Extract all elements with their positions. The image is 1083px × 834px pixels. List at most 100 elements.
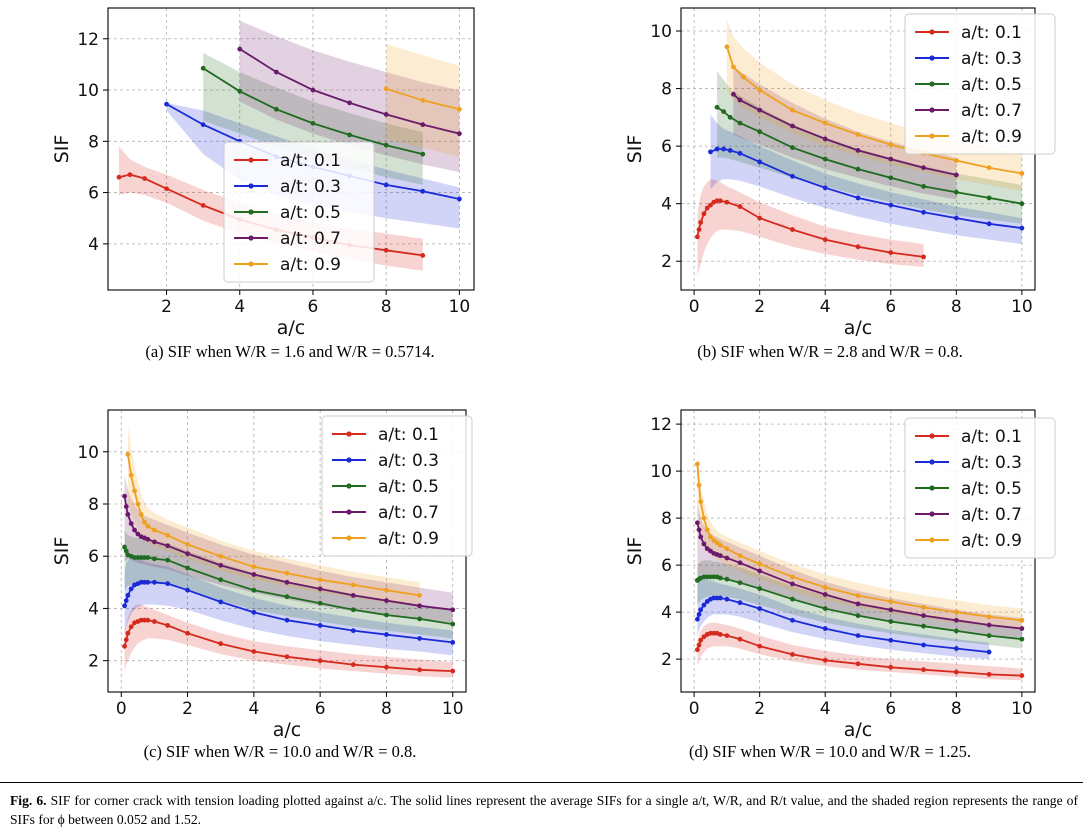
series-point bbox=[717, 575, 723, 581]
series-point bbox=[737, 580, 743, 586]
series-point bbox=[855, 166, 861, 172]
series-point bbox=[417, 636, 422, 641]
chart-panel-a: 2 4 6 8 10 4 6 8 10 12 a/c SIF a/t: 0.1 a/t: 0.3 a/t: … bbox=[0, 0, 540, 370]
series-point bbox=[347, 100, 352, 106]
series-point bbox=[757, 643, 763, 649]
series-point bbox=[273, 69, 279, 75]
x-tick-label: 10 bbox=[1011, 699, 1033, 719]
series-point bbox=[921, 184, 926, 189]
series-point bbox=[717, 542, 723, 548]
legend-marker bbox=[248, 209, 254, 215]
legend-marker bbox=[929, 55, 935, 61]
x-tick-label: 2 bbox=[161, 297, 172, 317]
legend-marker bbox=[248, 261, 254, 267]
series-point bbox=[200, 65, 206, 71]
series-band-2 bbox=[697, 578, 990, 660]
series-point bbox=[701, 602, 707, 608]
series-point bbox=[855, 613, 861, 619]
series-point bbox=[737, 600, 743, 606]
series-point bbox=[251, 609, 257, 615]
legend-label: a/t: 0.7 bbox=[378, 503, 439, 523]
legend-label: a/t: 0.9 bbox=[961, 127, 1022, 147]
series-point bbox=[757, 561, 763, 567]
series-point bbox=[145, 617, 151, 623]
series-point bbox=[855, 601, 861, 607]
x-axis-label: a/c bbox=[844, 317, 873, 339]
legend-label: a/t: 0.1 bbox=[961, 427, 1022, 447]
series-point bbox=[855, 633, 861, 638]
y-axis-label: SIF bbox=[624, 537, 646, 566]
series-point bbox=[142, 176, 148, 181]
series-point bbox=[145, 579, 151, 585]
chart-b-caption: (b) SIF when W/R = 2.8 and W/R = 0.8. bbox=[697, 342, 963, 361]
series-point bbox=[822, 585, 828, 590]
series-point bbox=[116, 174, 122, 180]
series-point bbox=[218, 553, 224, 559]
series-point bbox=[1019, 171, 1025, 176]
series-point bbox=[128, 472, 134, 478]
series-point bbox=[417, 592, 422, 598]
series-point bbox=[347, 132, 352, 138]
legend-label: a/t: 0.1 bbox=[378, 425, 439, 445]
y-tick-label: 2 bbox=[661, 252, 672, 272]
series-point bbox=[200, 203, 206, 208]
series-point bbox=[135, 555, 141, 560]
series-point bbox=[694, 520, 700, 526]
series-point bbox=[165, 623, 171, 628]
y-tick-label: 6 bbox=[88, 184, 99, 204]
legend-marker bbox=[346, 431, 352, 437]
chart-c-caption: (c) SIF when W/R = 10.0 and W/R = 0.8. bbox=[143, 742, 417, 761]
series-point bbox=[953, 669, 959, 675]
series-point bbox=[165, 581, 171, 587]
legend-marker bbox=[929, 537, 935, 543]
series-point bbox=[142, 579, 147, 585]
series-point bbox=[855, 244, 861, 250]
series-point bbox=[724, 44, 730, 50]
series-point bbox=[822, 657, 828, 663]
series-point bbox=[757, 107, 763, 113]
legend-marker bbox=[346, 457, 352, 463]
series-point bbox=[420, 151, 426, 157]
legend-label: a/t: 0.5 bbox=[961, 75, 1022, 95]
series-point bbox=[350, 607, 356, 613]
series-point bbox=[790, 173, 795, 179]
y-axis-label: SIF bbox=[51, 135, 73, 164]
series-point bbox=[790, 652, 795, 657]
series-point bbox=[123, 548, 129, 554]
legend-label: a/t: 0.3 bbox=[961, 49, 1022, 69]
x-tick-label: 2 bbox=[182, 699, 193, 719]
series-point bbox=[721, 146, 727, 152]
y-axis-label: SIF bbox=[51, 537, 73, 566]
series-point bbox=[921, 209, 926, 215]
y-tick-label: 6 bbox=[661, 556, 672, 576]
y-tick-label: 2 bbox=[661, 650, 672, 670]
series-point bbox=[152, 556, 157, 562]
legend-label: a/t: 0.9 bbox=[280, 255, 341, 275]
chart-panel-d: 0 2 4 6 8 10 2 4 6 8 10 12 a/c SIF a/t: 0.1 a/t: 0.3 a/t… bbox=[545, 400, 1083, 770]
series-point bbox=[790, 596, 795, 602]
series-point bbox=[717, 198, 723, 204]
x-axis-label: a/c bbox=[277, 317, 306, 339]
legend-label: a/t: 0.3 bbox=[961, 453, 1022, 473]
series-point bbox=[737, 636, 743, 642]
y-tick-label: 8 bbox=[88, 132, 99, 152]
series-point bbox=[450, 639, 456, 645]
series-point bbox=[384, 612, 389, 618]
series-point bbox=[727, 114, 733, 120]
series-point bbox=[757, 87, 763, 93]
legend-label: a/t: 0.7 bbox=[280, 229, 341, 249]
series-band-1 bbox=[697, 622, 1022, 681]
series-point bbox=[152, 579, 157, 585]
series-point bbox=[310, 87, 316, 93]
series-point bbox=[350, 592, 356, 598]
series-point bbox=[384, 598, 389, 604]
series-point bbox=[921, 642, 926, 648]
series-point bbox=[855, 593, 861, 599]
x-tick-label: 8 bbox=[381, 297, 392, 317]
y-tick-label: 8 bbox=[661, 509, 672, 529]
series-band-1 bbox=[124, 604, 453, 678]
series-point bbox=[456, 196, 462, 202]
legend-box bbox=[904, 417, 1056, 559]
series-band-2 bbox=[124, 557, 453, 656]
